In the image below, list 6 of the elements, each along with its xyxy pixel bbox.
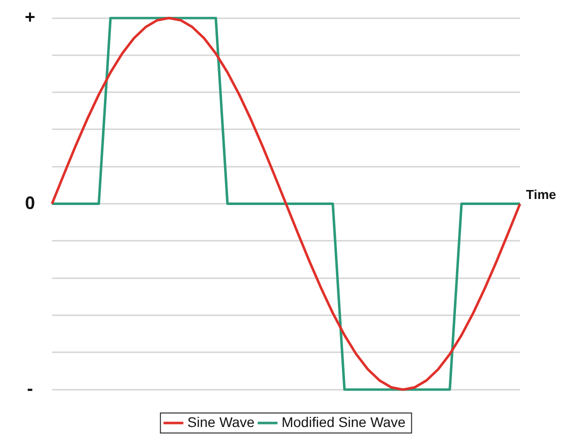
text: -: [27, 378, 33, 399]
x-axis-title: Time: [526, 186, 556, 202]
legend-label: Modified Sine Wave: [282, 414, 406, 430]
text: +: [24, 6, 36, 27]
text: 0: [24, 192, 36, 213]
legend-label: Sine Wave: [187, 414, 255, 430]
